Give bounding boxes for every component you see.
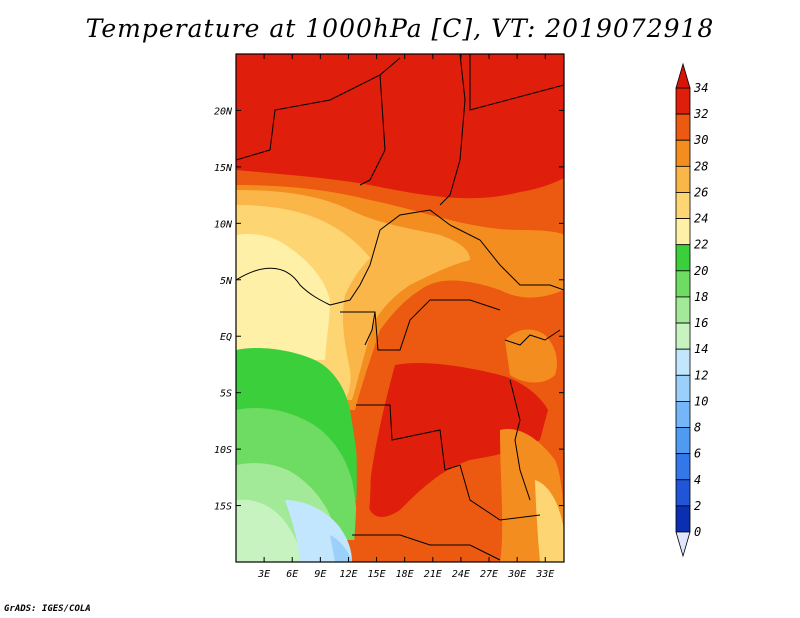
colorbar-label: 30 xyxy=(693,133,708,147)
colorbar-label: 10 xyxy=(694,394,708,408)
colorbar-label: 4 xyxy=(694,473,701,487)
colorbar-over-arrow xyxy=(675,62,691,89)
colorbar-label: 20 xyxy=(694,264,708,278)
colorbar-label: 28 xyxy=(694,159,708,173)
colorbar-segment xyxy=(675,322,691,350)
country-borders xyxy=(236,54,564,561)
colorbar-segment xyxy=(675,192,691,219)
colorbar-label: 32 xyxy=(693,107,708,121)
colorbar-segment xyxy=(675,374,691,402)
x-tick-label: 33E xyxy=(535,569,554,580)
colorbar-segment xyxy=(675,165,691,193)
colorbar-label: 34 xyxy=(693,81,708,95)
colorbar-label: 2 xyxy=(694,499,701,513)
colorbar-segment xyxy=(675,87,691,115)
colorbar-segment xyxy=(675,113,691,141)
colorbar-segment xyxy=(675,296,691,324)
east-highlands-yellow xyxy=(535,480,564,562)
colorbar-label: 18 xyxy=(694,290,708,304)
colorbar-segment xyxy=(675,270,691,298)
x-axis: 3E 6E 9E 12E 15E 18E 21E 24E 27E 30E 33E xyxy=(257,54,554,580)
colorbar-label: 24 xyxy=(694,212,708,226)
x-tick-label: 9E xyxy=(314,569,326,580)
colorbar-label: 6 xyxy=(694,447,701,461)
colorbar-label: 22 xyxy=(694,238,708,252)
colorbar-label: 26 xyxy=(694,185,708,199)
y-axis: 20N 15N 10N 5N EQ 5S 10S 15S xyxy=(214,106,564,513)
x-tick-label: 6E xyxy=(286,569,298,580)
y-tick-label: 5S xyxy=(220,389,232,400)
y-tick-label: 15S xyxy=(214,502,232,513)
hot-coast xyxy=(352,420,371,562)
x-tick-label: 12E xyxy=(339,569,357,580)
lake-region xyxy=(505,329,557,383)
temperature-field xyxy=(236,54,564,562)
x-tick-label: 18E xyxy=(396,569,414,580)
colorbar-segment xyxy=(675,427,691,455)
y-tick-label: 15N xyxy=(214,163,233,174)
colorbar-label: 8 xyxy=(694,421,701,435)
y-tick-label: 10S xyxy=(214,445,232,456)
x-tick-label: 3E xyxy=(257,569,270,580)
grads-credit: GrADS: IGES/COLA xyxy=(4,604,91,614)
y-tick-label: 5N xyxy=(220,276,233,287)
y-tick-label: 10N xyxy=(214,219,233,230)
colorbar-under-arrow xyxy=(675,531,691,558)
colorbar-segment xyxy=(675,244,691,272)
colorbar-segment xyxy=(675,139,691,167)
x-tick-label: 27E xyxy=(480,569,498,580)
band-24 xyxy=(236,234,330,360)
colorbar-segment xyxy=(675,505,691,533)
colorbar-segment xyxy=(675,401,691,428)
colorbar-segment xyxy=(675,348,691,376)
x-tick-label: 24E xyxy=(452,569,470,580)
colorbar-segment xyxy=(675,479,691,507)
band-14 xyxy=(236,499,302,562)
y-tick-label: EQ xyxy=(220,332,232,343)
colorbar-label: 12 xyxy=(694,368,708,382)
plot-frame xyxy=(235,53,565,563)
x-tick-label: 30E xyxy=(507,569,526,580)
colorbar-segment xyxy=(675,453,691,481)
hot-core-south xyxy=(368,363,548,517)
y-tick-label: 20N xyxy=(214,106,233,117)
map-title: Temperature at 1000hPa [C], VT: 20190729… xyxy=(85,14,715,43)
x-tick-label: 21E xyxy=(424,569,442,580)
band-10 xyxy=(330,535,352,562)
x-tick-label: 15E xyxy=(368,569,386,580)
colorbar-segment xyxy=(675,218,691,246)
colorbar-label: 14 xyxy=(694,342,708,356)
colorbar-label: 16 xyxy=(694,316,708,330)
colorbar-label: 0 xyxy=(694,525,701,539)
